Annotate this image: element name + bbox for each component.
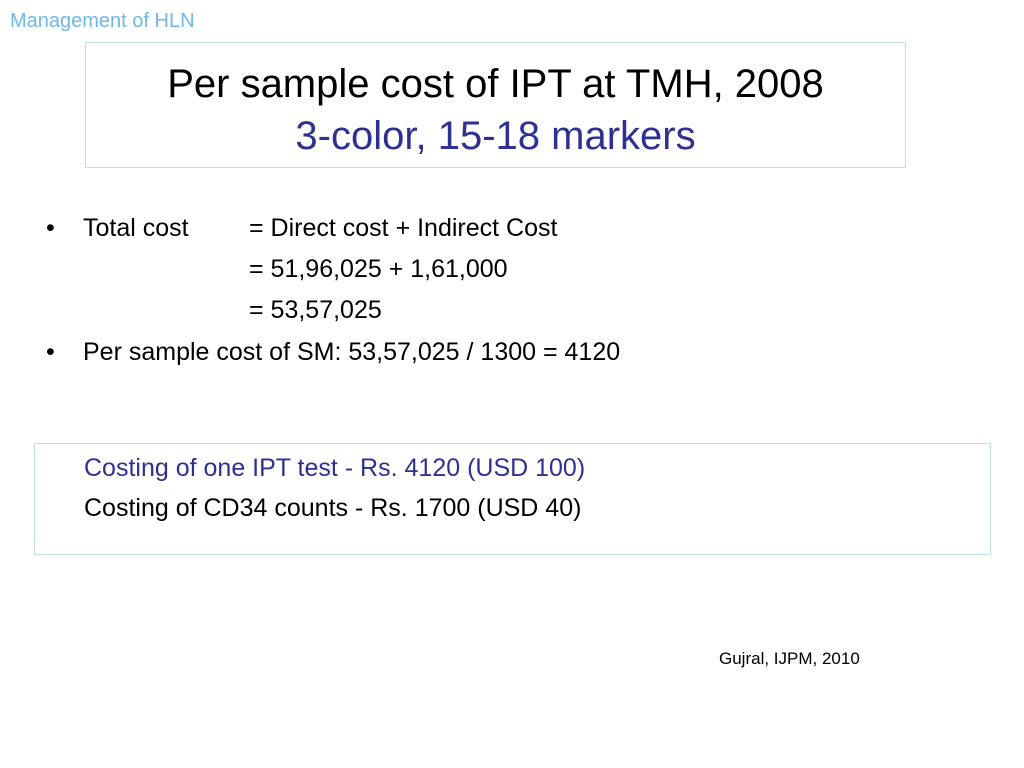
bullet-marker: • (46, 338, 55, 366)
bullet-marker: • (46, 214, 55, 242)
per-sample-cost: Per sample cost of SM: 53,57,025 / 1300 … (83, 338, 621, 366)
title-box: Per sample cost of IPT at TMH, 2008 3-co… (85, 42, 906, 168)
costing-cd34: Costing of CD34 counts - Rs. 1700 (USD 4… (84, 494, 582, 522)
header-tag: Management of HLN (10, 10, 195, 32)
costing-ipt-test: Costing of one IPT test - Rs. 4120 (USD … (84, 454, 586, 482)
slide-subtitle: 3-color, 15-18 markers (295, 114, 696, 158)
citation: Gujral, IJPM, 2010 (719, 649, 860, 668)
total-cost-label: Total cost (83, 214, 189, 242)
total-cost-equation-2: = 51,96,025 + 1,61,000 (249, 255, 508, 283)
costing-box: Costing of one IPT test - Rs. 4120 (USD … (34, 443, 991, 555)
total-cost-equation-1: = Direct cost + Indirect Cost (249, 214, 558, 242)
total-cost-equation-3: = 53,57,025 (249, 296, 382, 324)
slide-title: Per sample cost of IPT at TMH, 2008 (167, 62, 824, 106)
